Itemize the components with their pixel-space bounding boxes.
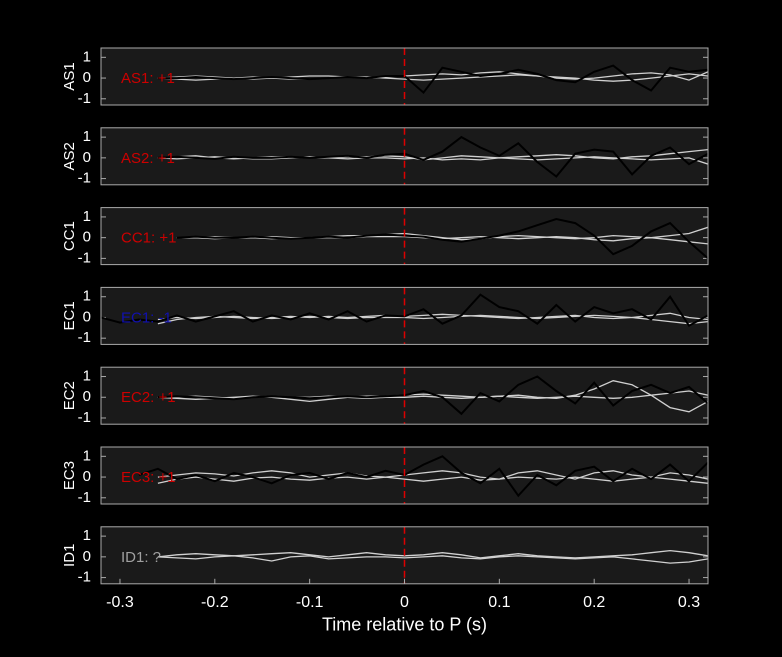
trace (157, 549, 708, 559)
y-tick-label: 1 (83, 447, 91, 464)
y-tick-label: 1 (83, 367, 91, 384)
annotation: CC1: +1 (121, 230, 176, 247)
y-tick-label: 1 (83, 527, 91, 544)
trace (138, 455, 708, 498)
y-tick-label: -1 (78, 329, 91, 346)
y-tick-label: 0 (83, 229, 91, 246)
y-axis-label: EC3 (61, 461, 78, 490)
y-axis-label: AS2 (61, 142, 78, 170)
annotation: EC1: -1 (121, 309, 172, 326)
x-tick-label: -0.3 (106, 594, 134, 611)
y-tick-label: -1 (78, 170, 91, 187)
y-tick-label: -1 (78, 90, 91, 107)
y-axis-label: EC2 (61, 381, 78, 410)
trace (157, 156, 708, 165)
x-tick-label: 0.1 (488, 594, 510, 611)
trace (157, 375, 708, 416)
x-tick-label: 0 (400, 594, 409, 611)
y-tick-label: 0 (83, 69, 91, 86)
axes-frame (100, 127, 709, 186)
y-tick-label: 0 (83, 308, 91, 325)
trace (157, 476, 708, 484)
y-tick-label: -1 (78, 409, 91, 426)
y-tick-label: 1 (83, 208, 91, 225)
y-tick-label: 0 (83, 388, 91, 405)
axes-frame (100, 207, 709, 266)
y-tick-label: 0 (83, 149, 91, 166)
y-tick-label: 0 (83, 468, 91, 485)
axes-frame (100, 47, 709, 106)
y-axis-label: EC1 (61, 301, 78, 330)
axes-frame (100, 446, 709, 505)
y-axis-label: AS1 (61, 62, 78, 90)
annotation: EC2: +1 (121, 389, 176, 406)
trace (157, 135, 708, 178)
x-tick-label: -0.1 (296, 594, 324, 611)
y-tick-label: -1 (78, 569, 91, 586)
trace (176, 217, 708, 260)
y-tick-label: 0 (83, 548, 91, 565)
annotation: AS1: +1 (121, 70, 175, 87)
trace (157, 314, 708, 325)
trace (157, 555, 708, 564)
trace (157, 64, 708, 95)
y-tick-label: 1 (83, 128, 91, 145)
y-axis-label: CC1 (61, 221, 78, 251)
annotation: EC3: +1 (121, 469, 176, 486)
y-tick-label: -1 (78, 489, 91, 506)
trace (157, 470, 708, 480)
y-tick-label: -1 (78, 249, 91, 266)
trace (157, 312, 708, 325)
y-tick-label: 1 (83, 288, 91, 305)
y-tick-label: 1 (83, 48, 91, 65)
annotation: AS2: +1 (121, 150, 175, 167)
axes-frame (100, 286, 709, 345)
y-axis-label: ID1 (61, 544, 78, 567)
x-tick-label: 0.3 (678, 594, 700, 611)
x-tick-label: -0.2 (201, 594, 229, 611)
annotation: ID1: ? (121, 549, 161, 566)
axes-frame (100, 366, 709, 425)
x-axis-label: Time relative to P (s) (322, 615, 487, 635)
x-tick-label: 0.2 (583, 594, 605, 611)
